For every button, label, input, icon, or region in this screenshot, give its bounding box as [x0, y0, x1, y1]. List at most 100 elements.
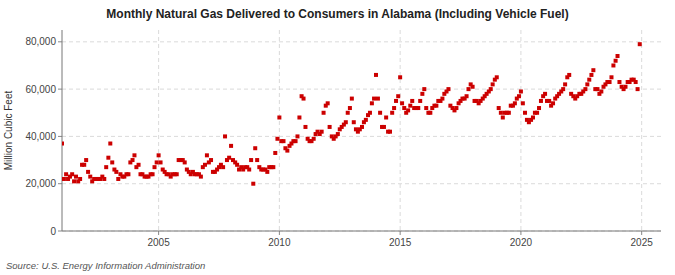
point	[611, 63, 615, 67]
point	[131, 158, 135, 162]
point	[521, 101, 525, 105]
point	[466, 87, 470, 91]
point	[465, 94, 469, 98]
point	[636, 87, 640, 91]
grid-line-x	[158, 30, 159, 231]
y-axis-line	[62, 30, 63, 231]
point	[410, 99, 414, 103]
point	[295, 134, 299, 138]
point	[132, 153, 136, 157]
axes: 020,00040,00060,00080,000200520102015202…	[25, 30, 661, 248]
point	[599, 89, 603, 93]
point	[227, 156, 231, 160]
grid-line-y	[62, 41, 661, 42]
point	[471, 85, 475, 89]
point	[285, 149, 289, 153]
annotation: Source: U.S. Energy Information Administ…	[6, 260, 205, 271]
point	[157, 153, 161, 157]
point	[374, 73, 378, 77]
point	[595, 87, 599, 91]
point	[539, 99, 543, 103]
point	[320, 130, 324, 134]
point	[281, 139, 285, 143]
point	[312, 137, 316, 141]
grid	[62, 30, 661, 231]
title: Monthly Natural Gas Delivered to Consume…	[106, 7, 568, 21]
x-tick	[279, 231, 280, 235]
point	[416, 106, 420, 110]
y-tick-label: 80,000	[25, 36, 56, 47]
x-tick	[400, 231, 401, 235]
point	[454, 106, 458, 110]
point	[547, 99, 551, 103]
point	[223, 134, 227, 138]
point	[617, 80, 621, 84]
point	[303, 125, 307, 129]
point	[271, 165, 275, 169]
y-tick	[58, 89, 62, 90]
point	[70, 172, 74, 176]
point	[434, 104, 438, 108]
point	[62, 142, 64, 146]
point	[517, 94, 521, 98]
grid-line-x	[520, 30, 521, 231]
point	[501, 115, 505, 119]
point	[350, 97, 354, 101]
y-tick	[58, 183, 62, 184]
x-tick	[158, 231, 159, 235]
y-tick-label: 0	[50, 226, 56, 237]
grid-line-y	[62, 89, 661, 90]
point	[82, 163, 86, 167]
point	[183, 160, 187, 164]
point	[382, 125, 386, 129]
y-axis-label: Million Cubic Feet	[3, 91, 14, 171]
point	[302, 97, 306, 101]
point	[199, 175, 203, 179]
point	[221, 165, 225, 169]
point	[634, 80, 638, 84]
point	[424, 106, 428, 110]
point	[251, 182, 255, 186]
point	[277, 115, 281, 119]
point	[614, 59, 618, 63]
grid-line-x	[400, 30, 401, 231]
point	[589, 73, 593, 77]
point	[543, 92, 547, 96]
point	[326, 101, 330, 105]
point	[567, 73, 571, 77]
point	[294, 139, 298, 143]
point	[247, 168, 251, 172]
point	[420, 92, 424, 96]
point	[64, 172, 68, 176]
point	[561, 87, 565, 91]
point	[108, 142, 112, 146]
point	[275, 137, 279, 141]
point	[106, 156, 110, 160]
chart: Monthly Natural Gas Delivered to Consume…	[0, 0, 675, 275]
point	[440, 97, 444, 101]
point	[78, 177, 82, 181]
point	[491, 82, 495, 86]
point	[348, 106, 352, 110]
point	[159, 160, 163, 164]
point	[370, 101, 374, 105]
point	[418, 99, 422, 103]
x-tick-label: 2020	[510, 237, 533, 248]
point	[616, 54, 620, 58]
point	[153, 165, 157, 169]
point	[535, 111, 539, 115]
point	[609, 75, 613, 79]
y-tick	[58, 41, 62, 42]
point	[72, 179, 76, 183]
x-tick-label: 2015	[389, 237, 412, 248]
point	[265, 170, 269, 174]
point	[235, 163, 239, 167]
x-tick	[641, 231, 642, 235]
point	[126, 172, 130, 176]
point	[273, 151, 277, 155]
point	[489, 87, 493, 91]
point	[151, 172, 155, 176]
point	[137, 163, 141, 167]
point	[352, 120, 356, 124]
grid-line-y	[62, 231, 661, 232]
